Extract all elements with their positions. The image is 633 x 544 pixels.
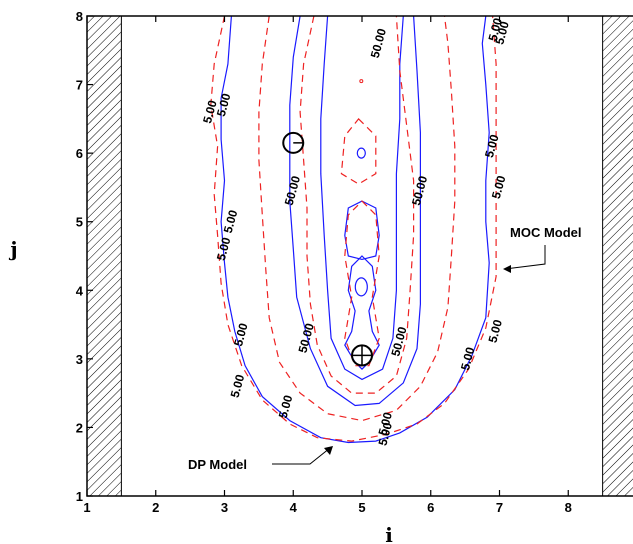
dp-arrow-line (272, 447, 331, 465)
y-tick-label: 5 (76, 215, 83, 230)
contour-label: 5.00 (221, 208, 241, 234)
contour-label: 50.00 (409, 174, 430, 207)
contour-label: 50.00 (296, 321, 317, 354)
x-tick-label: 8 (565, 500, 572, 515)
x-tick-label: 5 (358, 500, 365, 515)
moc-inner-top (344, 200, 380, 261)
wall-0 (86, 15, 122, 497)
x-tick-label: 7 (496, 500, 503, 515)
moc-contour-2 (320, 15, 404, 381)
y-axis-title: j (8, 237, 17, 261)
plot-frame (86, 15, 633, 497)
y-tick-label: 4 (76, 283, 84, 298)
contour-label: 5.00 (200, 98, 220, 124)
x-tick-label: 2 (152, 500, 159, 515)
contour-labels: 5.005.005.005.005.005.005.005.005.005.00… (200, 16, 512, 447)
contour-label: 5.00 (214, 236, 234, 262)
y-tick-label: 1 (76, 489, 83, 504)
x-tick-label: 6 (427, 500, 434, 515)
moc-tiny-loop (356, 147, 366, 159)
axes: 1 2 3 4 5 6 7 8 1 2 3 4 5 6 7 8 i j (8, 9, 633, 544)
y-tick-label: 7 (76, 78, 83, 93)
moc-arrow-line (504, 245, 546, 270)
contour-label: 5.00 (214, 92, 234, 118)
contour-label: 5.00 (231, 321, 251, 347)
y-tick-label: 3 (76, 352, 83, 367)
x-axis-title: i (385, 523, 393, 544)
y-tick-label: 2 (76, 420, 83, 435)
dp-contour-2 (258, 15, 456, 422)
contour-label: 5.00 (375, 421, 395, 447)
contour-label: 5.00 (482, 133, 502, 159)
boundary-walls (86, 15, 633, 497)
contour-label: 5.00 (228, 373, 248, 399)
contour-label: 50.00 (368, 27, 389, 60)
dp-inner-bulb (344, 200, 380, 367)
moc-arrow-head (503, 265, 511, 273)
y-tick-label: 6 (76, 146, 83, 161)
dp-contour-1 (299, 15, 415, 394)
contour-label: 5.00 (485, 16, 505, 42)
dp-contour-0 (210, 15, 497, 442)
dp-arrow-head (324, 446, 333, 455)
x-tick-label: 4 (290, 500, 298, 515)
moc-inner-bulb (344, 255, 380, 370)
x-tick-label: 3 (221, 500, 228, 515)
dp-inner-loop (340, 118, 377, 185)
dp-contours (210, 15, 497, 442)
moc-small-loop (354, 277, 368, 297)
x-tick-label: 1 (83, 500, 90, 515)
y-tick-label: 8 (76, 9, 83, 24)
contour-label: 5.00 (375, 410, 395, 436)
annotations: MOC Model DP Model (188, 225, 582, 472)
annotation-dp-model: DP Model (188, 457, 247, 472)
moc-contour-0 (220, 15, 490, 444)
contour-label: 5.00 (485, 318, 505, 344)
wall-1 (602, 15, 633, 497)
contour-label: 50.00 (388, 325, 409, 358)
wells (282, 131, 373, 367)
contour-label: 5.00 (492, 20, 512, 46)
contour-label: 5.00 (489, 174, 509, 200)
contour-label: 5.00 (276, 393, 296, 419)
dp-tiny-dot (359, 79, 364, 84)
annotation-moc-model: MOC Model (510, 225, 582, 240)
contour-label: 50.00 (282, 174, 303, 207)
contour-label: 5.00 (458, 345, 478, 371)
